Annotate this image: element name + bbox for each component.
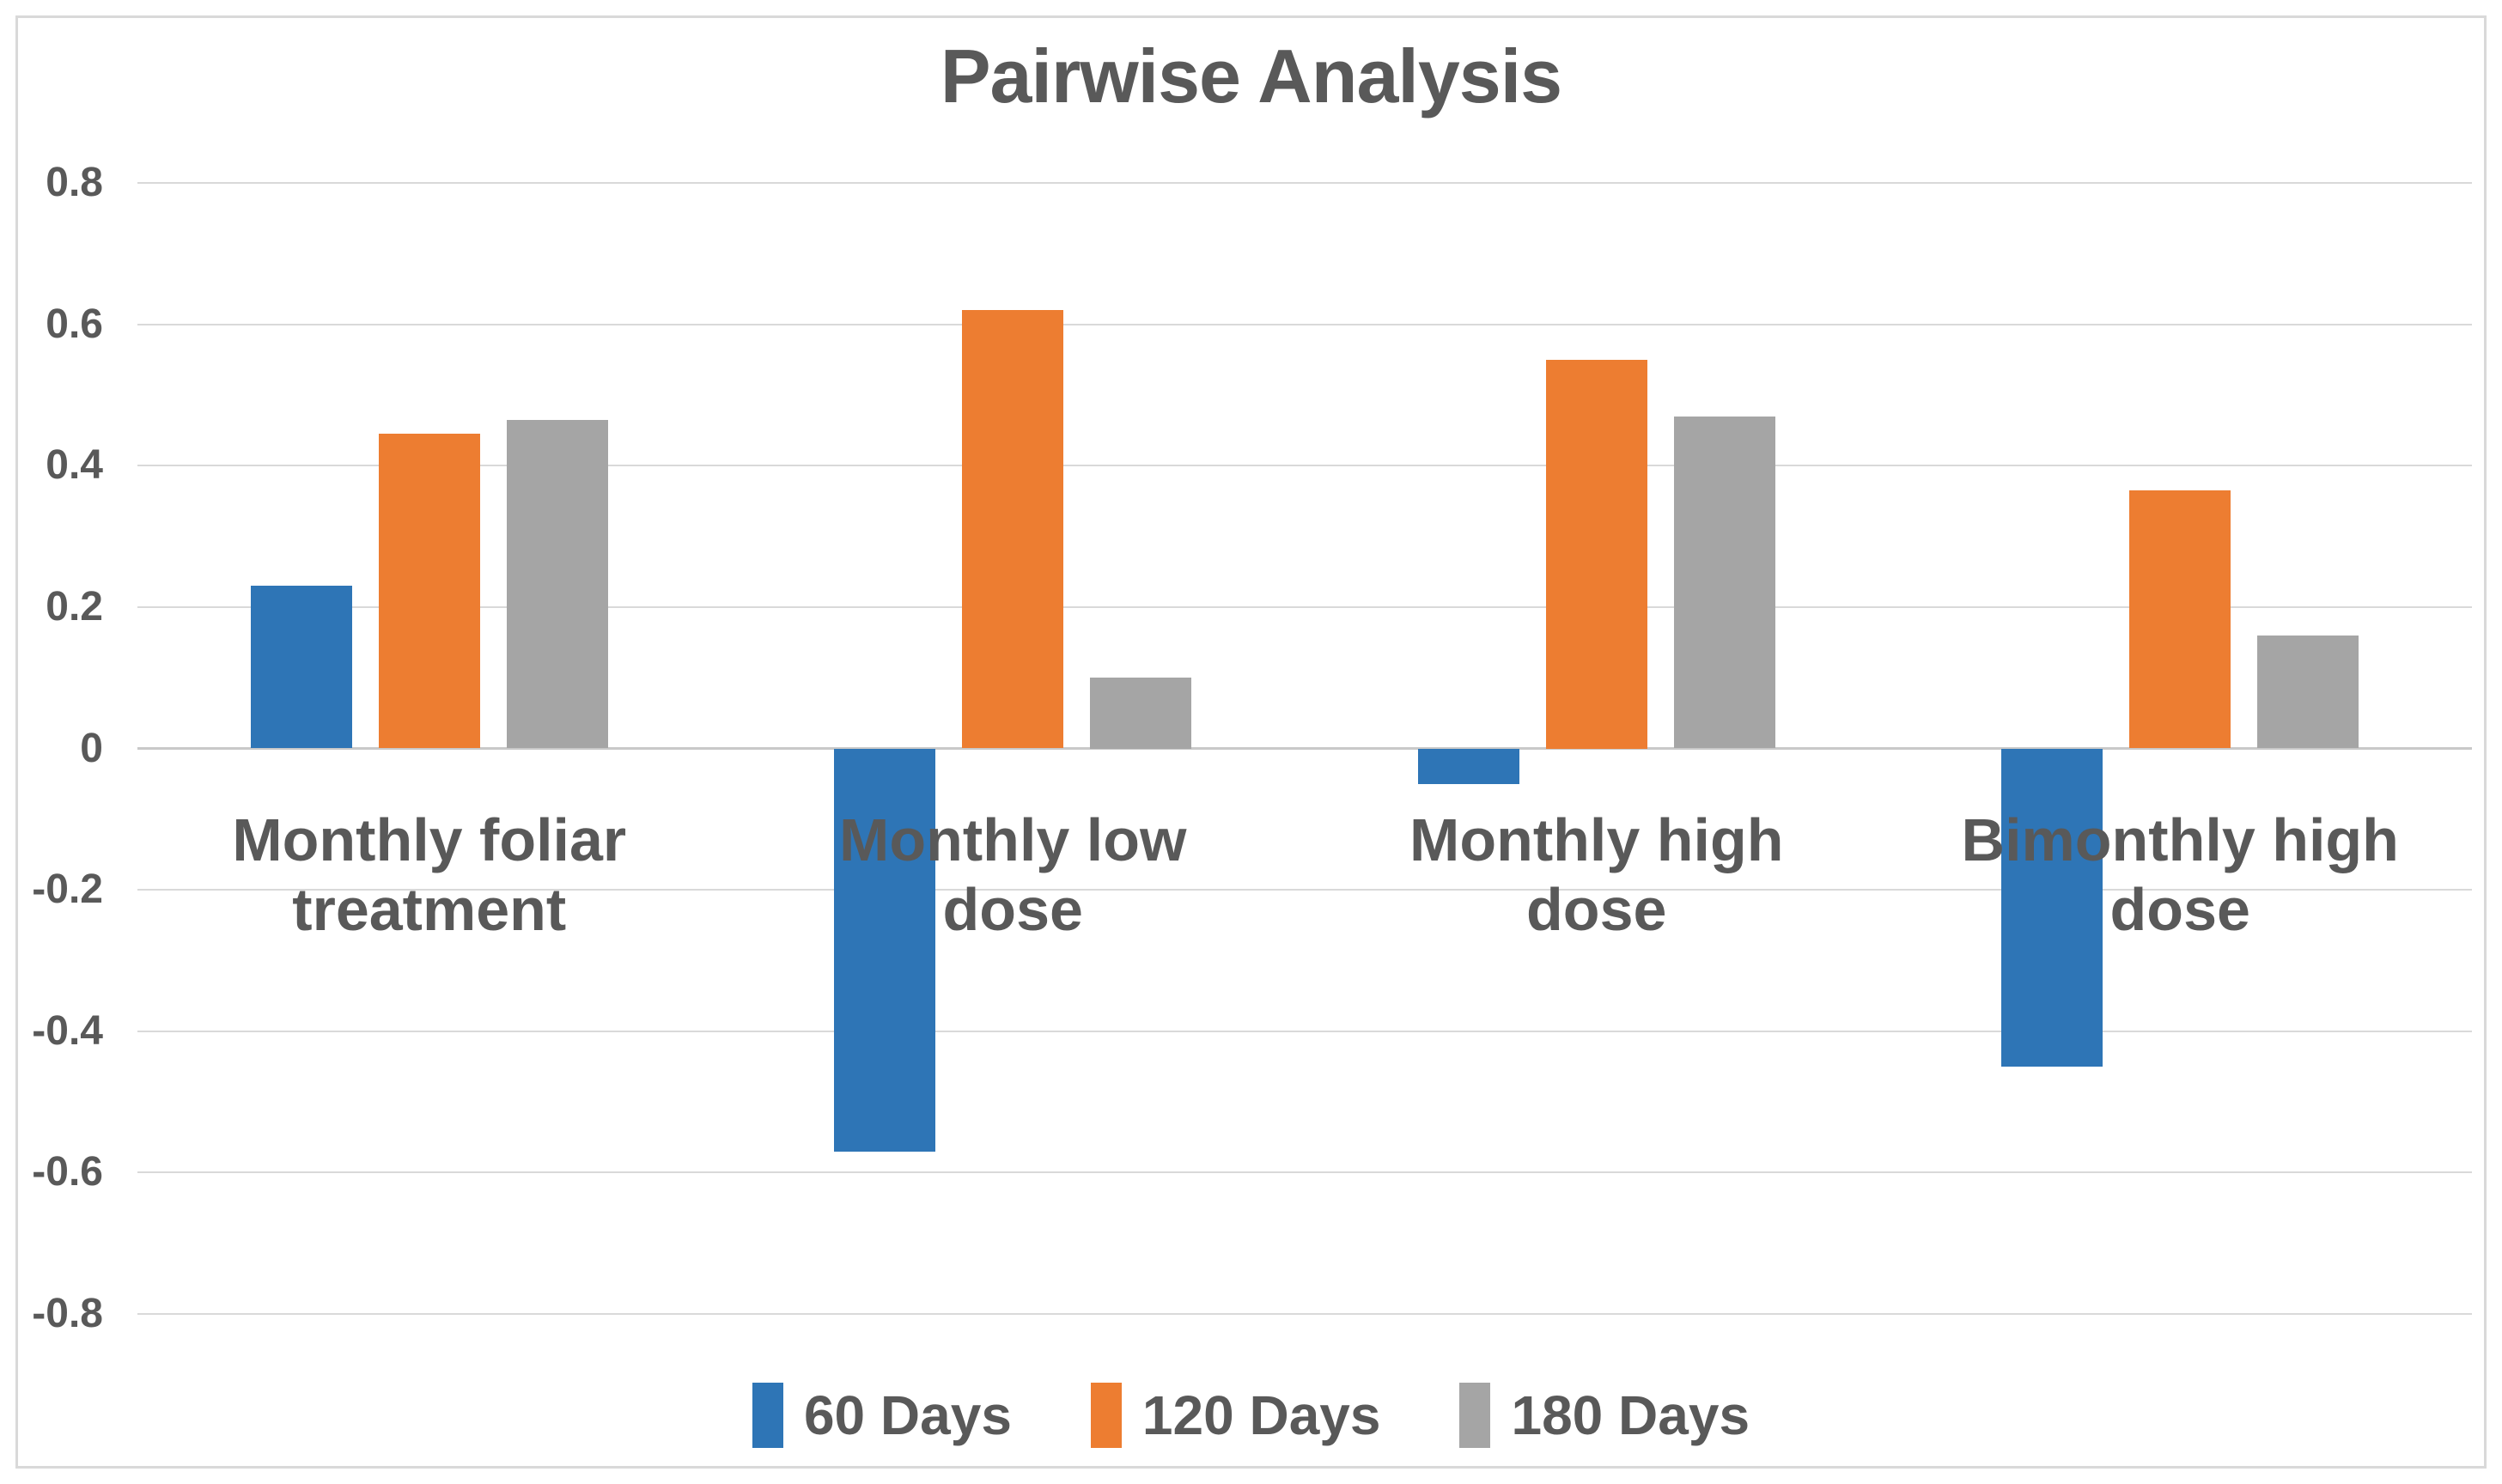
y-tick-label--0.2: -0.2	[32, 867, 103, 913]
y-tick-label-0.4: 0.4	[46, 442, 103, 489]
legend-marker-120-days-icon	[1090, 1383, 1122, 1448]
y-tick-label--0.4: -0.4	[32, 1007, 103, 1054]
gridline-0.6	[137, 323, 2472, 325]
chart-title: Pairwise Analysis	[940, 33, 1562, 119]
y-tick-label-0: 0	[80, 725, 103, 771]
bar-120-days-bimonthly-high-dose	[2129, 490, 2231, 749]
y-tick-label--0.8: -0.8	[32, 1291, 103, 1336]
bar-60-days-monthly-low-dose	[834, 748, 936, 1152]
legend-marker-60-days-icon	[752, 1383, 783, 1448]
legend-item-180-days: 180 Days	[1459, 1383, 1750, 1448]
x-category-label-monthly-high-dose: Monthly high dose	[1409, 806, 1784, 943]
bar-180-days-monthly-foliar-treatment	[506, 419, 608, 749]
x-category-label-monthly-low-dose: Monthly low dose	[839, 806, 1187, 943]
legend: 60 Days 120 Days 180 Days	[0, 1383, 2502, 1448]
bar-60-days-monthly-high-dose	[1417, 748, 1519, 784]
y-tick-label--0.6: -0.6	[32, 1149, 103, 1195]
gridline-0.8	[137, 182, 2472, 184]
gridline--0.6	[137, 1171, 2472, 1174]
gridline-0.4	[137, 465, 2472, 467]
bar-60-days-bimonthly-high-dose	[2001, 748, 2103, 1067]
bar-120-days-monthly-high-dose	[1545, 359, 1647, 749]
bar-60-days-monthly-foliar-treatment	[250, 586, 352, 749]
gridline--0.4	[137, 1030, 2472, 1032]
legend-label-60-days: 60 Days	[803, 1384, 1012, 1446]
legend-marker-180-days-icon	[1459, 1383, 1491, 1448]
x-category-label-bimonthly-high-dose: Bimonthly high dose	[1961, 806, 2399, 943]
y-tick-label-0.8: 0.8	[46, 160, 103, 205]
gridline-0	[137, 747, 2472, 750]
legend-label-120-days: 120 Days	[1141, 1384, 1381, 1446]
legend-item-120-days: 120 Days	[1090, 1383, 1381, 1448]
legend-item-60-days: 60 Days	[752, 1383, 1012, 1448]
gridline-0.2	[137, 605, 2472, 608]
y-tick-label-0.6: 0.6	[46, 301, 103, 347]
bar-120-days-monthly-foliar-treatment	[378, 434, 480, 749]
gridline--0.8	[137, 1313, 2472, 1315]
legend-label-180-days: 180 Days	[1511, 1384, 1750, 1446]
bar-180-days-monthly-high-dose	[1673, 416, 1775, 749]
y-tick-label-0.2: 0.2	[46, 583, 103, 629]
bar-180-days-monthly-low-dose	[1090, 678, 1192, 749]
bar-180-days-bimonthly-high-dose	[2257, 635, 2359, 749]
gridline--0.2	[137, 889, 2472, 891]
x-category-label-monthly-foliar-treatment: Monthly foliar treatment	[232, 806, 627, 943]
bar-120-days-monthly-low-dose	[962, 310, 1064, 749]
